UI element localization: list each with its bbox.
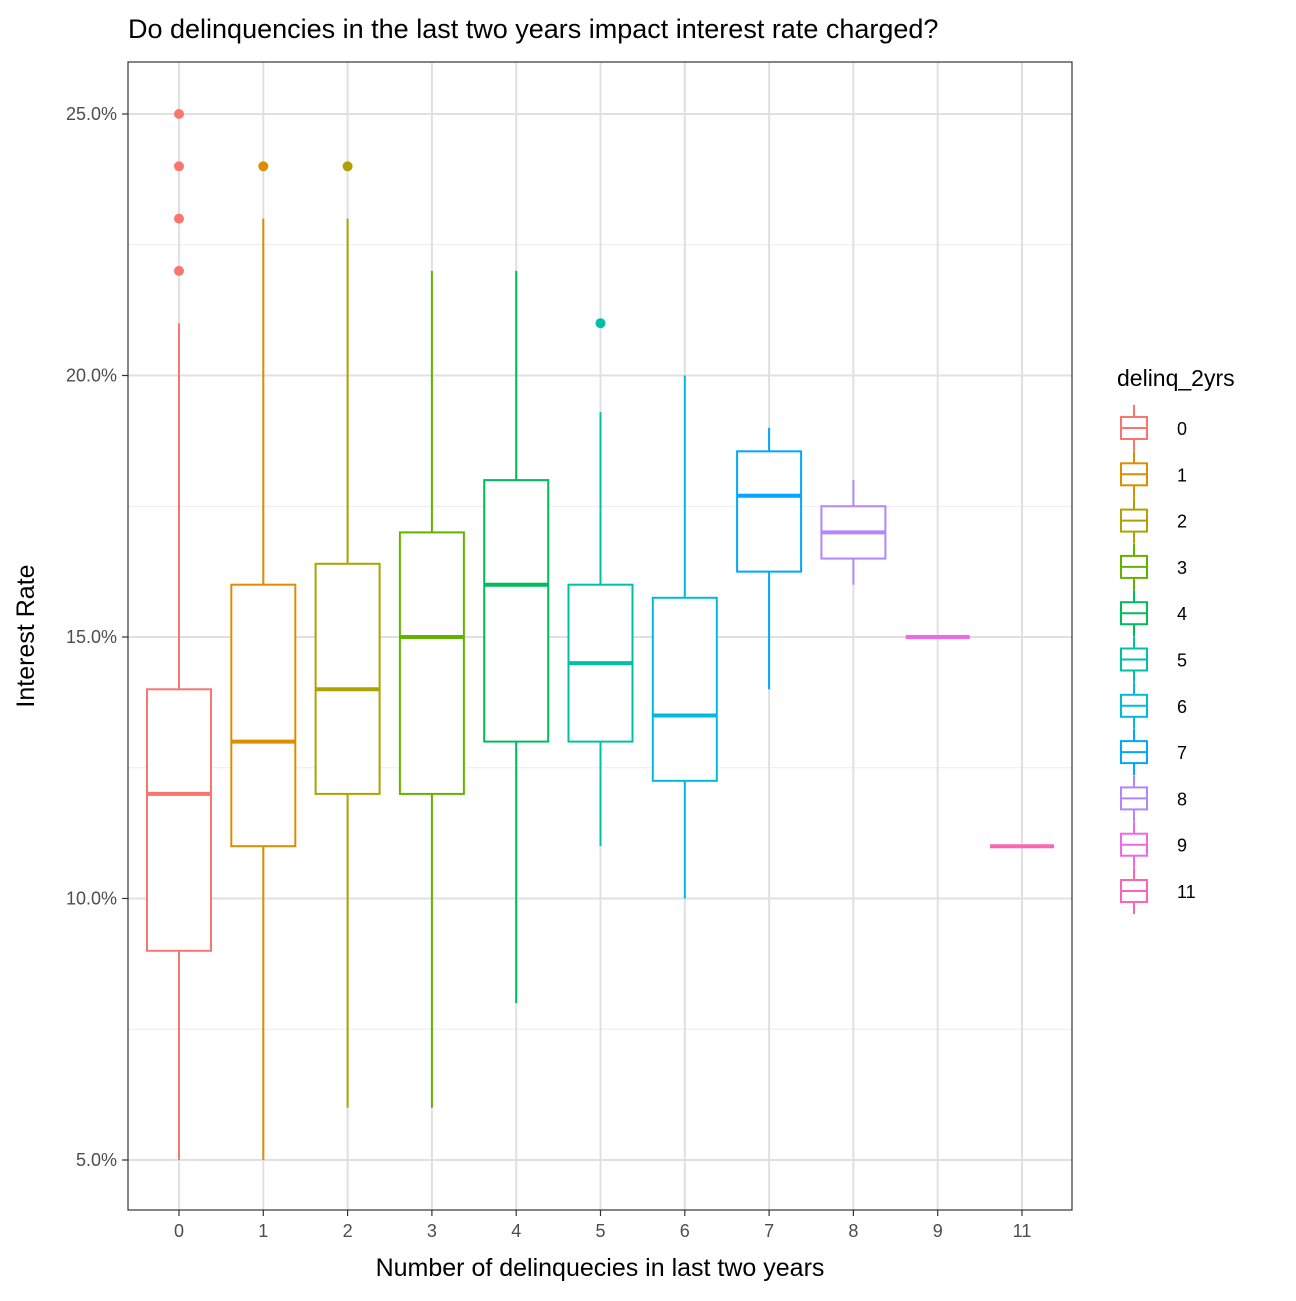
legend-item-9: 9 [1120, 821, 1187, 868]
legend-item-4: 4 [1120, 590, 1187, 637]
legend-label: 0 [1177, 419, 1187, 439]
x-tick-label: 11 [1013, 1221, 1032, 1241]
outlier-point [174, 109, 184, 119]
outlier-point [342, 161, 353, 172]
y-axis-label: Interest Rate [12, 564, 40, 707]
chart-title: Do delinquencies in the last two years i… [128, 14, 938, 44]
box-iqr [398, 531, 465, 795]
y-tick-label: 5.0% [76, 1150, 117, 1170]
box-iqr [651, 596, 718, 782]
box-iqr [314, 562, 381, 795]
legend-item-1: 1 [1120, 451, 1187, 498]
x-tick-label: 1 [258, 1221, 268, 1241]
box-2 [314, 161, 381, 1108]
box-8 [820, 480, 887, 585]
box-iqr [736, 450, 803, 573]
box-iqr [483, 479, 550, 743]
legend-item-5: 5 [1120, 636, 1187, 683]
legend-title: delinq_2yrs [1117, 365, 1235, 391]
box-1 [230, 161, 297, 1160]
legend-item-6: 6 [1120, 682, 1187, 729]
x-tick-label: 8 [848, 1221, 858, 1241]
box-4 [483, 270, 550, 1004]
box-5 [567, 318, 634, 847]
x-axis-label: Number of delinquecies in last two years [376, 1254, 825, 1282]
y-tick-label: 10.0% [66, 889, 117, 909]
legend-item-0: 0 [1120, 405, 1187, 451]
x-tick-label: 5 [595, 1221, 605, 1241]
y-tick-label: 15.0% [66, 627, 117, 647]
outlier-point [174, 213, 184, 224]
outlier-point [174, 161, 184, 172]
legend-item-11: 11 [1120, 868, 1196, 914]
legend-item-8: 8 [1120, 775, 1187, 822]
x-tick-label: 4 [511, 1221, 521, 1241]
x-tick-label: 2 [343, 1221, 353, 1241]
x-tick-label: 7 [764, 1221, 774, 1241]
legend-label: 5 [1177, 651, 1187, 671]
legend-label: 11 [1177, 882, 1196, 902]
outlier-point [174, 265, 184, 276]
box-iqr [230, 583, 297, 848]
x-tick-label: 6 [680, 1221, 690, 1241]
legend-label: 8 [1177, 789, 1187, 809]
legend-item-7: 7 [1120, 729, 1187, 776]
box-0 [146, 109, 212, 1160]
box-6 [651, 375, 718, 899]
outlier-point [595, 318, 606, 329]
box-7 [736, 427, 803, 690]
x-tick-label: 9 [933, 1221, 943, 1241]
x-tick-label: 3 [427, 1221, 437, 1241]
legend-label: 6 [1177, 697, 1187, 717]
legend-item-2: 2 [1120, 497, 1187, 544]
box-iqr [146, 688, 212, 952]
y-tick-label: 25.0% [66, 104, 117, 124]
outlier-point [258, 161, 269, 172]
legend-label: 9 [1177, 836, 1187, 856]
legend-label: 3 [1177, 558, 1187, 578]
box-3 [398, 270, 465, 1108]
legend-label: 7 [1177, 743, 1187, 763]
legend-label: 2 [1177, 512, 1187, 532]
x-tick-label: 0 [174, 1221, 184, 1241]
legend-item-3: 3 [1120, 543, 1187, 590]
legend-label: 1 [1177, 465, 1187, 485]
y-tick-label: 20.0% [66, 366, 117, 386]
legend-label: 4 [1177, 604, 1187, 624]
